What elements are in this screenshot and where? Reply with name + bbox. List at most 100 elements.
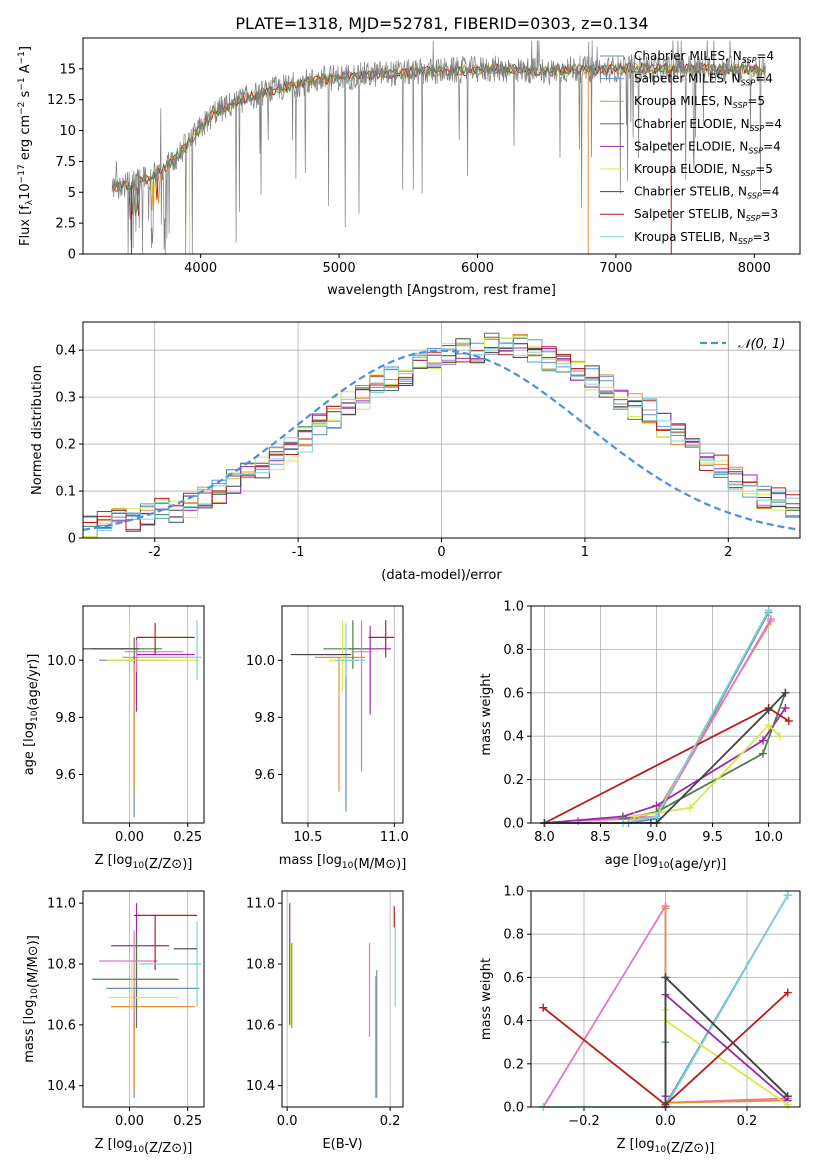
x-tick-label: 0.00 [115,830,144,845]
y-tick-label: 0.3 [55,391,76,406]
figure-title: PLATE=1318, MJD=52781, FIBERID=0303, z=0… [235,14,648,33]
y-tick-label: 0.2 [503,773,524,788]
y-tick-label: 10.0 [246,654,275,669]
y-tick-label: 0.6 [503,971,524,986]
error-bar-point [335,623,365,678]
weight-line [633,724,781,818]
mass-vs-Z-panel: 0.00 0.25 10.4 10.6 10.8 11.0 Z [log10(Z/Z⊙)] m… [22,890,205,1156]
y-tick-label: 9.6 [254,768,275,783]
legend-entry: Kroupa MILES, NSSP=5 [634,94,765,110]
error-bar-point [92,637,163,664]
y-tick-label: 0.1 [55,485,76,500]
y-tick-label: 1.0 [503,600,524,615]
weight-marker [661,973,670,982]
y-tick-label: 11.0 [47,897,76,912]
weight-marker [783,1100,792,1109]
age-vs-Z-panel: 0.00 0.25 9.6 9.8 10.0 Z [log10(Z/Z⊙)] age [lo… [22,605,205,872]
x-tick-label: 8000 [738,261,771,276]
legend-entry: Chabrier STELIB, NSSP=4 [634,185,779,201]
x-tick-label: 0.25 [173,1114,202,1129]
weight-marker [781,688,790,697]
weight-marker [775,732,784,741]
x-tick-label: 5000 [323,261,356,276]
error-bar-point [314,656,365,792]
error-bar-point [110,1006,195,1092]
x-axis-label: (data-model)/error [381,568,502,583]
age-vs-mass-panel: 10.5 11.0 9.6 9.8 10.0 mass [log10(M/M⊙)] [246,605,409,872]
weight-marker [783,988,792,997]
residual-histogram [83,338,800,528]
legend-entry: Chabrier ELODIE, NSSP=4 [634,117,782,133]
axes-frame [82,890,205,1108]
y-tick-label: 0.0 [503,817,524,832]
x-tick-label: 1 [581,545,589,560]
weight-marker [766,615,775,624]
weight-marker [781,703,790,712]
weight-line [664,1009,789,1106]
y-tick-label: 10.6 [47,1018,76,1033]
spectrum-legend: Chabrier MILES, NSSP=4 Salpeter MILES, NS… [600,49,782,246]
spectrum-panel: 4000 5000 6000 7000 8000 0 2.5 5 7.5 10 12.5 15 wave… [17,37,801,298]
residual-histogram [83,346,800,532]
x-tick-label: 10.5 [293,830,322,845]
x-tick-label: 0.00 [115,1114,144,1129]
axes-frame [530,890,801,1108]
y-axis-label: Flux [fλ10−17 erg cm−2 s−1 A−1] [17,46,35,246]
legend-entry: 𝒩(0, 1) [738,337,785,352]
y-tick-label: 5 [68,186,76,201]
error-bar-point [138,620,202,681]
legend-entry: Chabrier MILES, NSSP=4 [634,49,774,65]
axes-frame [82,321,801,539]
massweight-vs-Z-panel: −0.2 0.0 0.2 0.0 0.2 0.4 0.6 0.8 1.0 Z [log10(Z/Z… [479,885,801,1156]
y-tick-label: 10.4 [47,1079,76,1094]
error-bar-point [92,933,179,1028]
error-bar-point [122,656,193,795]
axes-frame [82,37,801,255]
weight-marker [686,803,695,812]
weight-marker [783,1092,792,1101]
y-axis-label: mass [log10(M/M⊙)] [22,935,41,1063]
x-tick-label: 0.2 [380,1114,401,1129]
y-tick-label: 9.6 [55,768,76,783]
error-bar-point [328,620,360,692]
y-tick-label: 12.5 [47,93,76,108]
error-bar-point [106,620,200,661]
weight-series [661,1005,792,1109]
error-bar-point [110,903,170,1007]
y-tick-label: 10.8 [47,958,76,973]
weight-marker [764,606,773,615]
error-bar-point [108,960,179,1010]
x-tick-label: 11.0 [380,830,409,845]
axes-frame [82,605,205,824]
x-tick-label: 0 [437,545,445,560]
y-tick-label: 10.0 [47,654,76,669]
y-tick-label: 0 [68,532,76,547]
x-tick-label: −0.2 [568,1114,600,1129]
weight-marker [630,812,639,821]
weight-marker [764,721,773,730]
y-tick-label: 1.0 [503,885,524,900]
y-tick-label: 9.8 [254,711,275,726]
x-tick-label: 8.0 [534,830,555,845]
error-bar-point [368,620,395,658]
y-tick-label: 0.4 [55,344,76,359]
weight-marker [539,1003,548,1012]
weight-marker [759,736,768,745]
y-tick-label: 9.8 [55,711,76,726]
legend-entry: Salpeter MILES, NSSP=4 [634,72,773,88]
axes-frame [530,605,801,824]
x-axis-label: Z [log10(Z/Z⊙)] [95,853,193,872]
weight-marker [764,706,773,715]
weight-marker [759,749,768,758]
y-axis-label: age [log10(age/yr)] [22,654,41,776]
x-tick-label: 0.25 [173,830,202,845]
x-tick-label: 0.2 [737,1114,758,1129]
weight-series [618,688,790,823]
y-tick-label: 0.0 [503,1101,524,1116]
y-tick-label: 0.6 [503,686,524,701]
error-bar-point [124,640,184,672]
massweight-vs-age-panel: 8.0 8.5 9.0 9.5 10.0 0.0 0.2 0.4 0.6 0.8 1.0 age [l… [479,600,801,872]
y-tick-label: 10.6 [246,1018,275,1033]
y-axis-label: mass weight [479,673,494,755]
